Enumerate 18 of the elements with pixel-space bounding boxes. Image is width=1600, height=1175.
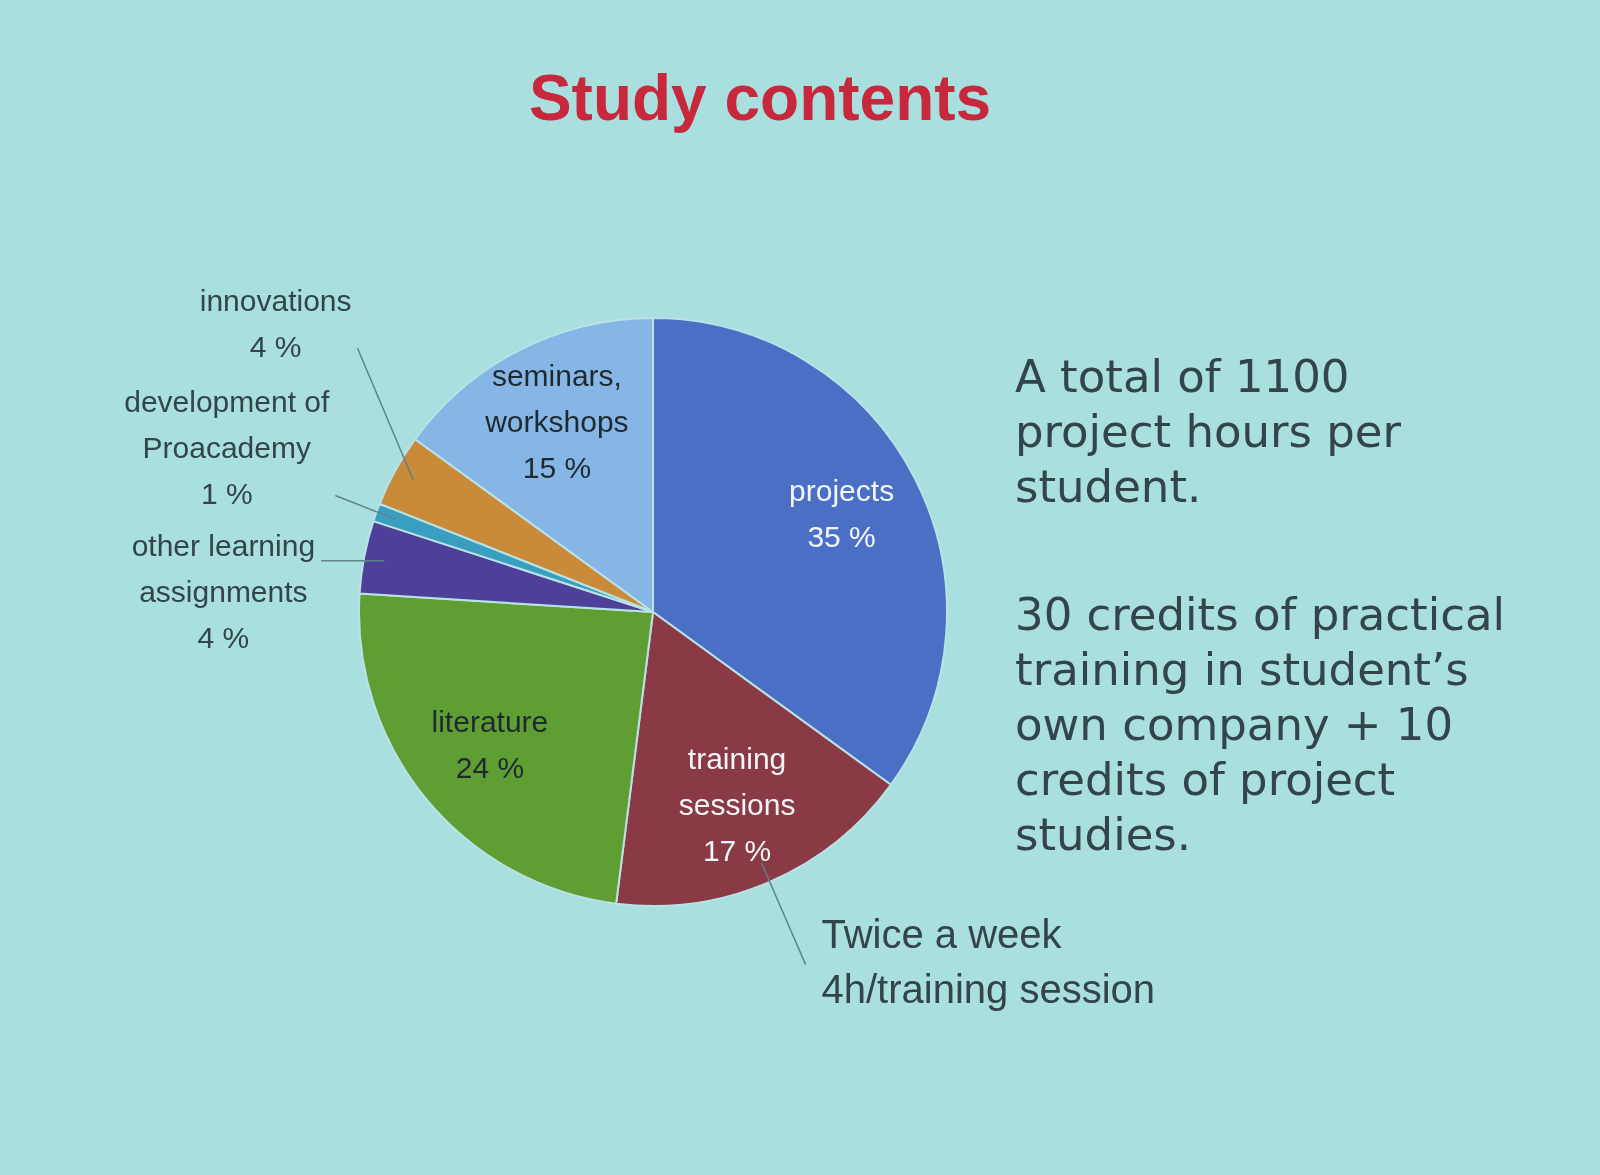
- slice-label: training sessions: [678, 741, 796, 821]
- chart-title: Study contents: [528, 61, 992, 134]
- slice-label: innovations: [199, 283, 352, 317]
- data-label: 1 %: [200, 476, 253, 510]
- text: Twice a week 4h/training session: [821, 911, 1156, 1011]
- data-label: 15 %: [522, 450, 592, 484]
- slice-label: literature: [431, 705, 549, 739]
- data-label: 4 %: [249, 329, 302, 363]
- slice-label: projects: [789, 474, 895, 508]
- data-label: 24 %: [455, 751, 525, 785]
- text: 30 credits of practical training in student’s own company + 10 credits of project studies.: [1015, 587, 1505, 861]
- data-label: 4 %: [197, 620, 250, 654]
- slice-label: development of Proacademy: [124, 384, 330, 464]
- text: A total of 1100 project hours per student.: [1015, 349, 1402, 513]
- data-label: 17 %: [702, 833, 772, 867]
- slice-label: other learning assignments: [131, 528, 316, 608]
- slice-label: seminars, workshops: [484, 358, 629, 438]
- data-label: 35 %: [807, 520, 876, 554]
